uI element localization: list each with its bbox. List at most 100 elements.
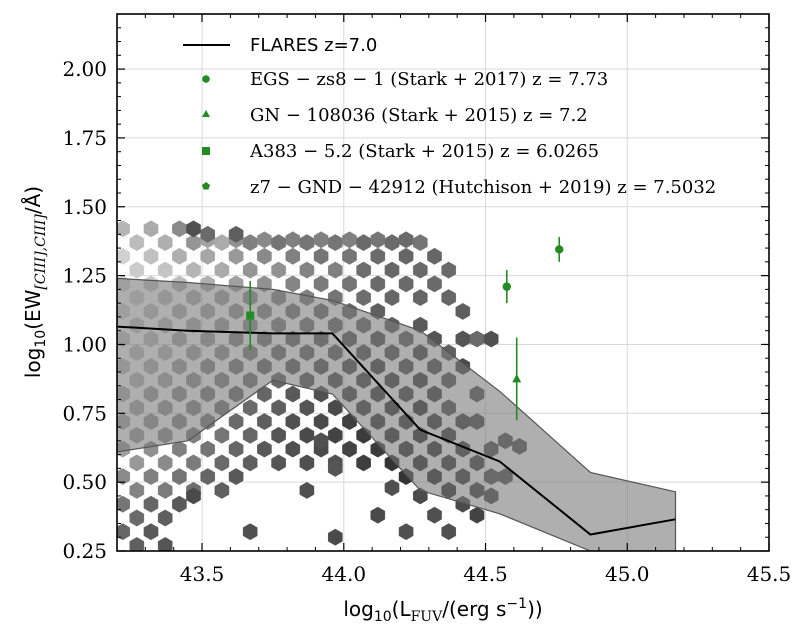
legend-label-obs-3: A383 − 5.2 (Stark + 2015) z = 6.0265	[249, 141, 599, 162]
y-tick-label: 2.00	[62, 57, 107, 81]
y-tick-label: 1.00	[62, 332, 107, 356]
x-tick-label: 44.0	[322, 562, 367, 586]
y-tick-label: 0.50	[62, 470, 107, 494]
hexbin-cell	[384, 479, 400, 497]
hexbin-cell	[328, 528, 343, 546]
hexbin-cell	[143, 220, 159, 238]
hexbin-cell	[228, 440, 244, 458]
median-line	[117, 325, 676, 536]
y-tick-label: 1.75	[62, 126, 107, 150]
hexbin-cell	[157, 509, 173, 527]
hexbin-cell	[242, 454, 258, 472]
hexbin-cell	[214, 454, 230, 472]
hexbin-cell	[469, 506, 485, 524]
hexbin-cell	[172, 247, 187, 265]
hexbin-cell	[157, 234, 173, 252]
hexbin-cell	[384, 289, 400, 307]
hexbin-cell	[356, 454, 371, 472]
legend-marker-circle	[202, 75, 210, 83]
hexbin-cell	[398, 523, 414, 541]
hexbin-cell	[299, 454, 315, 472]
y-tick-label: 0.25	[62, 539, 107, 563]
hexbin-cell	[313, 275, 329, 293]
hexbin-cell	[257, 440, 272, 458]
hexbin-cell	[214, 426, 230, 444]
hexbin-cell	[342, 247, 357, 265]
hexbin-cell	[200, 468, 216, 486]
hexbin-cell	[271, 261, 286, 279]
hexbin-cell	[384, 261, 400, 279]
hexbin-cell	[271, 399, 286, 417]
hexbin-cell	[257, 413, 272, 431]
hexbin-cell	[257, 247, 272, 265]
hexbin-cell	[285, 385, 301, 403]
x-axis-ticks: 43.5 44.0 44.5 45.0 45.5	[144, 14, 791, 586]
hexbin-cell	[117, 220, 131, 238]
hexbin-cell	[242, 523, 258, 541]
hexbin-cell	[117, 247, 131, 265]
hexbin-cell	[242, 399, 258, 417]
y-tick-label: 1.50	[62, 195, 107, 219]
y-tick-label: 1.25	[62, 264, 107, 288]
observations	[246, 237, 564, 421]
hexbin-cell	[427, 506, 442, 524]
hexbin-cell	[441, 261, 456, 279]
hexbin-cell	[129, 454, 145, 472]
hexbin-cell	[129, 537, 145, 551]
hexbin-cell	[427, 275, 442, 293]
hexbin-cell	[214, 481, 230, 499]
hexbin-cell	[483, 330, 499, 348]
hexbin-cell	[228, 225, 244, 243]
legend-marker-square	[202, 147, 210, 155]
x-tick-label: 43.5	[180, 562, 225, 586]
plot-area: 43.5 44.0 44.5 45.0 45.5 0.25 0.50 0.75 1.00 1.2…	[62, 13, 791, 586]
hexbin-cell	[370, 275, 386, 293]
hexbin-cell	[129, 509, 145, 527]
plot-frame	[116, 13, 770, 552]
hexbin-cell	[299, 261, 315, 279]
hexbin-cell	[143, 523, 159, 541]
hexbin-cell	[157, 261, 173, 279]
hexbin-cell	[117, 523, 131, 541]
observation-point-triangle	[512, 373, 522, 383]
hexbin-cell	[398, 247, 414, 265]
y-axis-ticks: 0.25 0.50 0.75 1.00 1.25 1.50 1.75 2.00	[62, 27, 769, 563]
hexbin-cell	[228, 468, 244, 486]
x-tick-label: 45.0	[605, 562, 650, 586]
percentile-band-area	[117, 277, 677, 551]
legend: FLARES z=7.0 EGS − zs8 − 1 (Stark + 2017…	[183, 35, 716, 198]
hexbin-cell	[157, 537, 173, 551]
hexbin-cell	[299, 426, 315, 444]
hexbin-cell	[441, 289, 456, 307]
legend-marker-pentagon	[202, 182, 210, 190]
hexbin-cell	[398, 275, 414, 293]
hexbin-cell	[129, 481, 145, 499]
hexbin-cell	[328, 426, 343, 444]
hexbin-cell	[186, 454, 201, 472]
hexbin-cell	[413, 289, 428, 307]
hexbin-cell	[427, 247, 442, 265]
hexbin-cell	[455, 302, 471, 320]
hexbin-cell	[186, 261, 201, 279]
hexbin-cell	[342, 275, 357, 293]
legend-label-obs-4: z7 − GND − 42912 (Hutchison + 2019) z = …	[250, 177, 716, 198]
hexbin-cell	[200, 440, 216, 458]
hexbin-cell	[143, 495, 159, 513]
hexbin-cell	[214, 261, 230, 279]
hexbin-cell	[242, 261, 258, 279]
hexbin-cell	[228, 413, 244, 431]
hexbin-cell	[370, 247, 386, 265]
observation-point-circle	[502, 282, 511, 291]
legend-label-median: FLARES z=7.0	[250, 35, 377, 56]
hexbin-cell	[328, 261, 343, 279]
legend-marker-triangle	[202, 110, 210, 117]
legend-label-obs-0: EGS − zs8 − 1 (Stark + 2017) z = 7.73	[250, 69, 608, 90]
hexbin-cell	[356, 289, 371, 307]
hexbin-cell	[200, 247, 216, 265]
hexbin-cell	[285, 440, 301, 458]
hexbin-cell	[143, 247, 159, 265]
hexbin-cell	[342, 440, 357, 458]
hexbin-cell	[285, 275, 301, 293]
hexbin-cell	[299, 481, 315, 499]
